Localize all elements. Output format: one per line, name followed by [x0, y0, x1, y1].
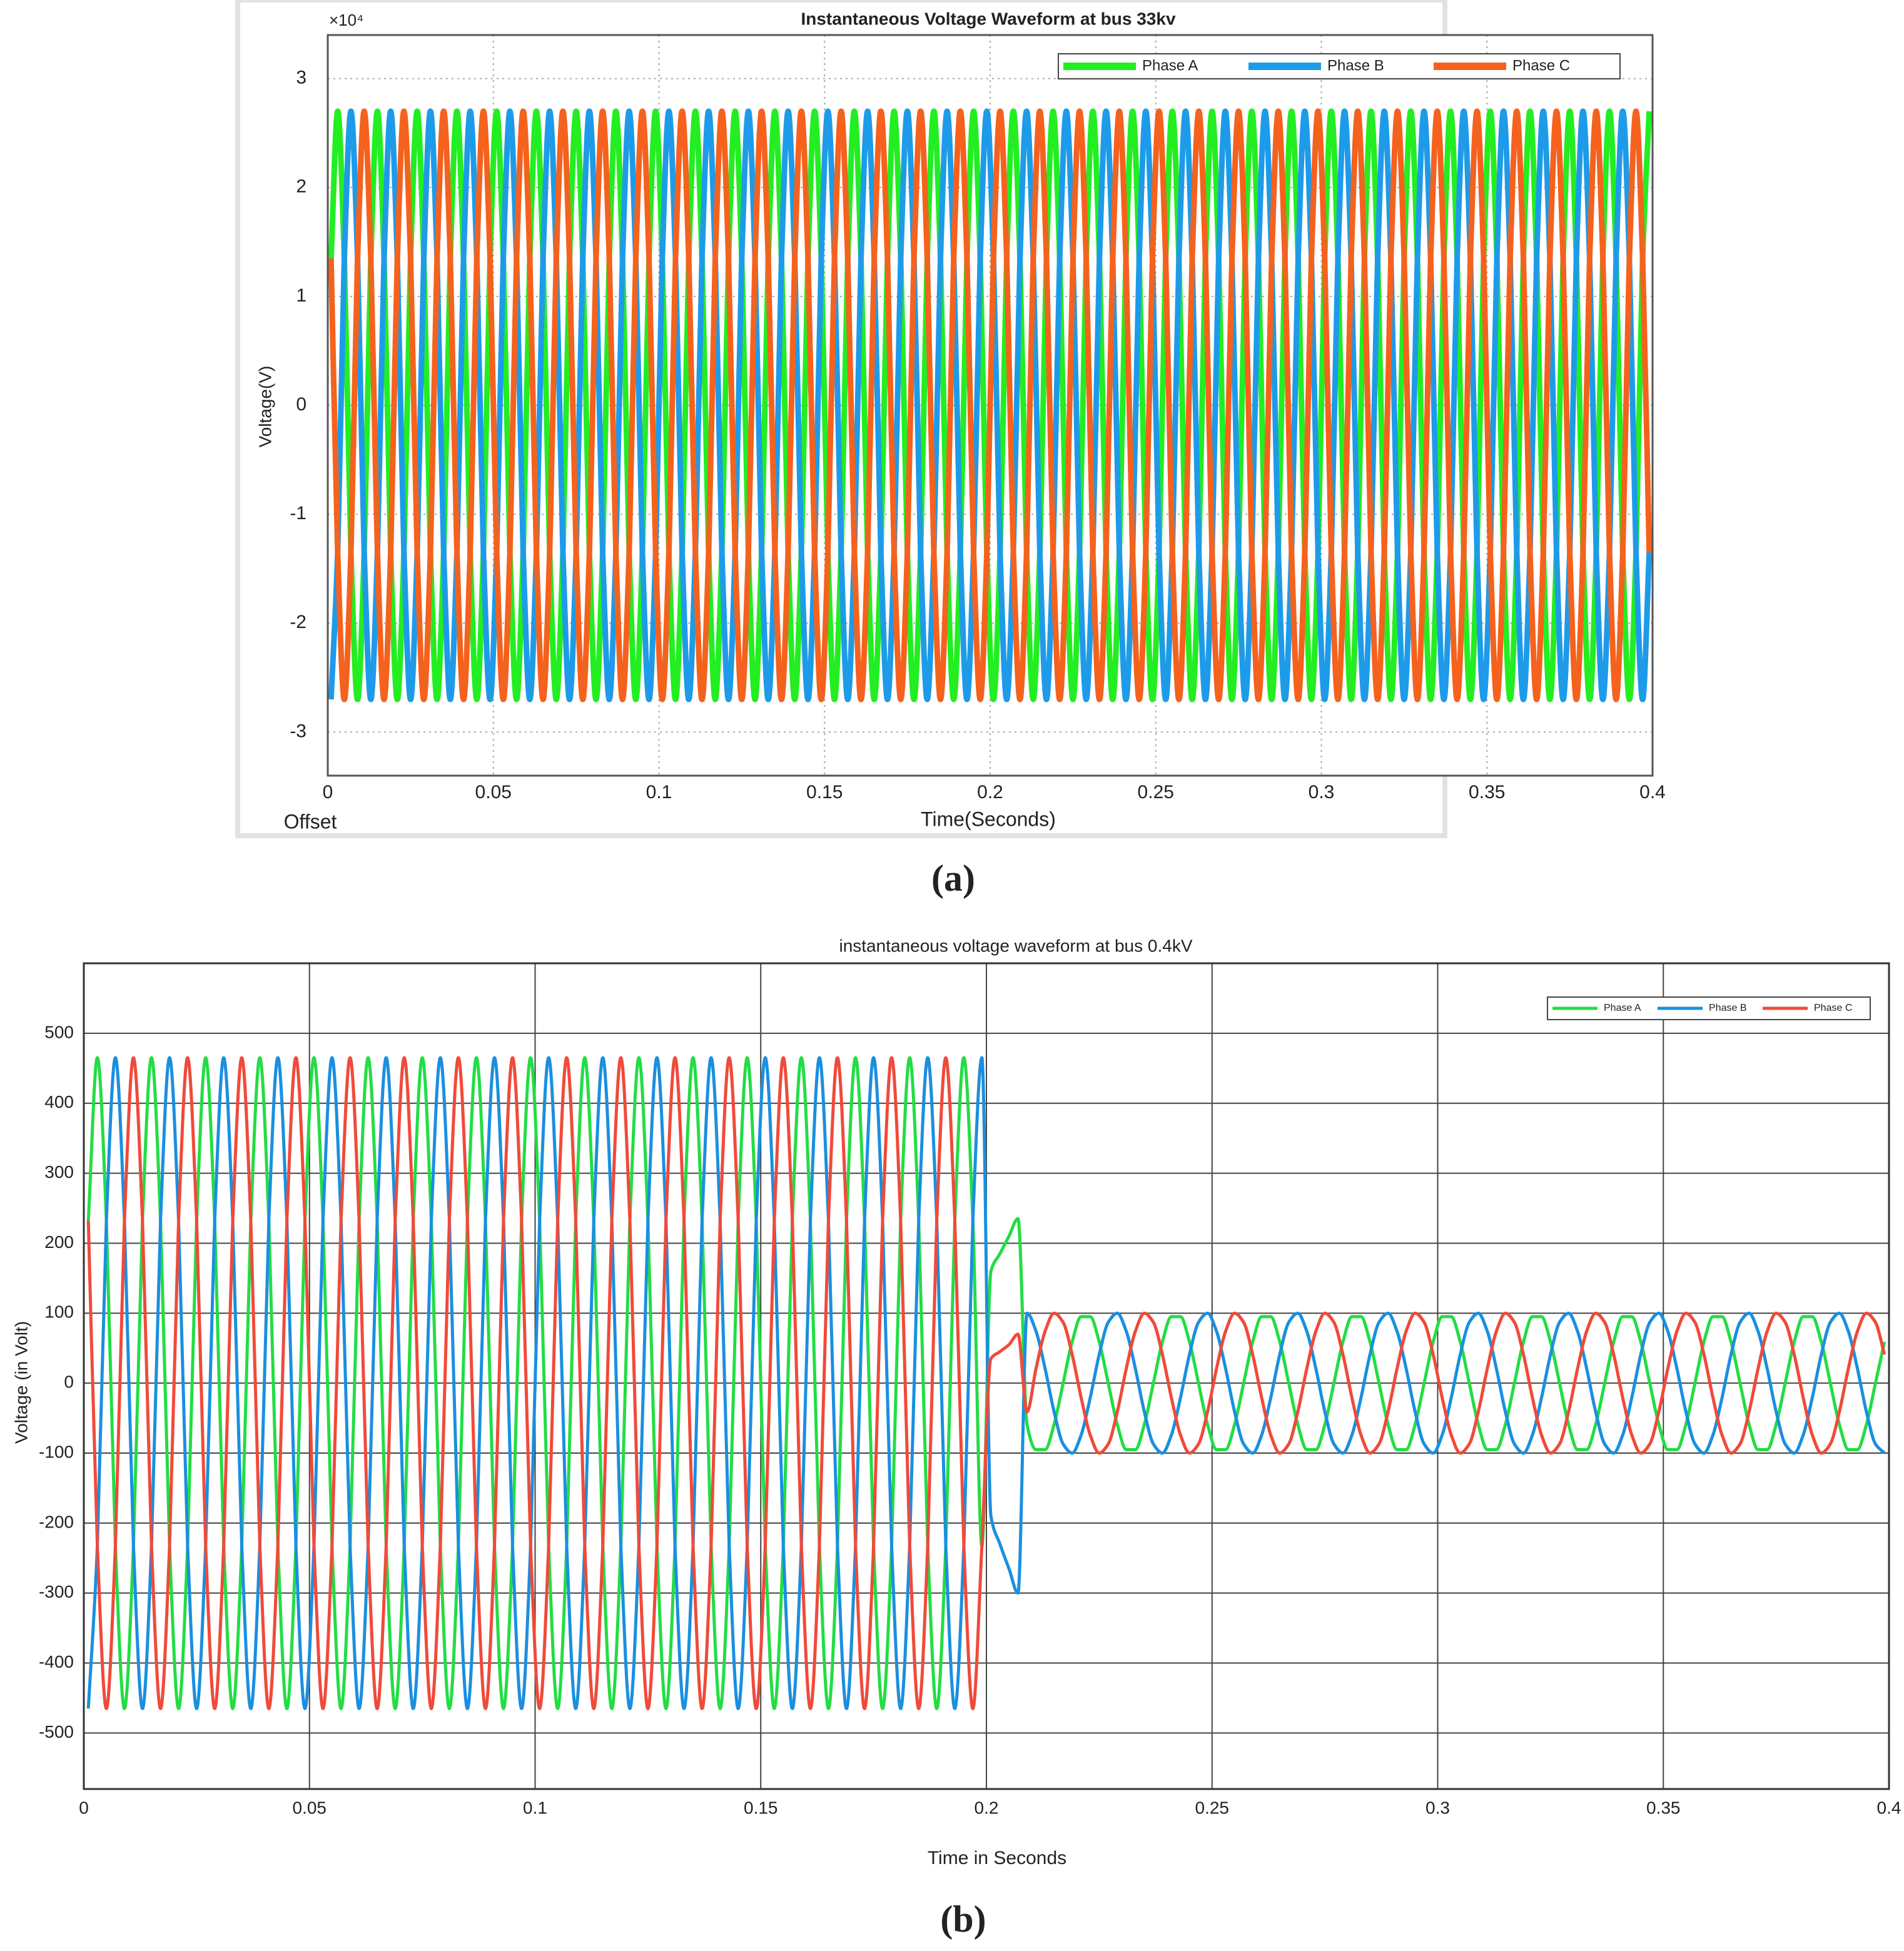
y-axis-label: Voltage(V): [255, 366, 275, 448]
y-tick-label: 2: [296, 176, 306, 197]
y-tick-label: -500: [39, 1722, 74, 1741]
x-tick-label: 0.25: [1138, 782, 1174, 803]
y-tick-label: 300: [44, 1162, 74, 1182]
phase-line: [328, 108, 1653, 702]
y-tick-label: 100: [44, 1302, 74, 1322]
x-tick-label: 0.15: [806, 782, 843, 803]
plot-border: [83, 962, 1890, 1790]
legend-label: Phase C: [1814, 1003, 1852, 1013]
y-multiplier: ×10⁴: [329, 11, 363, 29]
y-tick-label: 400: [44, 1092, 74, 1112]
legend-label: Phase B: [1327, 57, 1384, 74]
panel-caption: (a): [931, 858, 975, 899]
x-axis-label: Time in Seconds: [928, 1848, 1066, 1868]
phase-line: [86, 1056, 1886, 1710]
y-tick-label: 500: [44, 1022, 74, 1041]
y-tick-label: -2: [290, 612, 306, 632]
y-tick-label: 200: [44, 1232, 74, 1252]
chart-panel: -3 -2 -1 0 1 2 3 0 0.05 0.1 0.15 0.2 0.25 0.3 0.35 0.4 I…: [235, 0, 1666, 899]
y-tick-label: -3: [290, 721, 306, 741]
y-tick-label: 0: [296, 394, 306, 415]
chart-panel: -500 -400 -300 -200 -100 0 100 200 300 400 500 0 0.0…: [11, 936, 1901, 1939]
x-axis-label: Time(Seconds): [921, 808, 1056, 830]
legend-label: Phase C: [1512, 57, 1570, 74]
x-tick-label: 0.25: [1195, 1798, 1230, 1817]
x-tick-label: 0: [323, 782, 333, 803]
y-tick-label: -400: [39, 1652, 74, 1671]
y-axis-label: Voltage (in Volt): [11, 1321, 31, 1444]
x-tick-label: 0: [79, 1798, 89, 1817]
y-tick-label: 3: [296, 68, 306, 88]
panel-caption: (b): [940, 1898, 986, 1940]
legend-label: Phase A: [1604, 1003, 1641, 1013]
x-tick-label: 0.3: [1425, 1798, 1450, 1817]
x-tick-label: 0.4: [1639, 782, 1666, 803]
phase-line: [86, 1056, 1886, 1710]
x-tick-label: 0.2: [975, 1798, 999, 1817]
x-tick-label: 0.35: [1646, 1798, 1681, 1817]
legend-label: Phase A: [1142, 57, 1198, 74]
legend-box: [1547, 996, 1871, 1020]
chart-title: instantaneous voltage waveform at bus 0.…: [839, 936, 1192, 955]
y-tick-label: 0: [64, 1372, 74, 1392]
x-tick-label: 0.1: [646, 782, 672, 803]
y-tick-label: -300: [39, 1582, 74, 1601]
x-tick-label: 0.4: [1877, 1798, 1901, 1817]
legend-box: [1058, 53, 1621, 79]
x-tick-label: 0.05: [475, 782, 512, 803]
x-tick-label: 0.35: [1469, 782, 1505, 803]
chart-title: Instantaneous Voltage Waveform at bus 33…: [801, 9, 1175, 28]
annotation: Offset: [284, 810, 337, 833]
x-tick-label: 0.3: [1309, 782, 1335, 803]
y-tick-label: -100: [39, 1442, 74, 1461]
y-tick-label: 1: [296, 285, 306, 306]
y-tick-label: -200: [39, 1512, 74, 1531]
y-tick-label: -1: [290, 503, 306, 524]
x-tick-label: 0.1: [523, 1798, 547, 1817]
x-tick-label: 0.2: [977, 782, 1003, 803]
legend-label: Phase B: [1709, 1003, 1746, 1013]
plot-border: [327, 34, 1654, 777]
x-tick-label: 0.15: [744, 1798, 778, 1817]
x-tick-label: 0.05: [293, 1798, 327, 1817]
